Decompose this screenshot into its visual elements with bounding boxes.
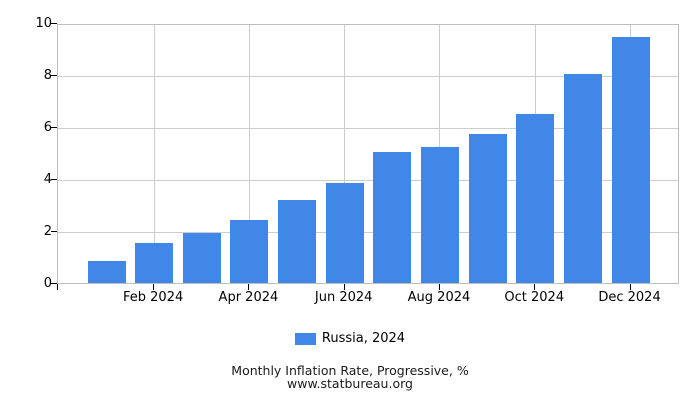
x-axis-label-oct-2024: Oct 2024 (504, 290, 565, 305)
bar-aug-2024 (420, 147, 459, 283)
y-gridline-8 (58, 76, 678, 77)
y-tick-10 (51, 23, 57, 24)
x-tick-jun-2024 (343, 284, 345, 290)
y-tick-8 (51, 75, 57, 76)
chart-source: www.statbureau.org (287, 376, 413, 391)
y-axis-label-0: 0 (43, 276, 52, 291)
bar-may-2024 (278, 199, 317, 283)
y-tick-4 (51, 179, 57, 180)
bar-jun-2024 (325, 182, 364, 283)
bar-oct-2024 (516, 113, 555, 283)
x-tick-origin (57, 284, 58, 290)
legend: Russia, 2024 (0, 332, 700, 346)
y-axis-label-2: 2 (43, 224, 52, 239)
x-gridline-feb-2024 (153, 25, 155, 283)
legend-label: Russia, 2024 (321, 331, 406, 346)
bar-nov-2024 (563, 74, 602, 283)
x-tick-aug-2024 (438, 284, 440, 290)
x-axis-label-apr-2024: Apr 2024 (218, 290, 279, 305)
x-tick-feb-2024 (153, 284, 155, 290)
x-gridline-jun-2024 (344, 25, 346, 283)
x-tick-apr-2024 (248, 284, 250, 290)
x-axis-label-aug-2024: Aug 2024 (407, 290, 471, 305)
y-gridline-6 (58, 128, 678, 129)
y-tick-2 (51, 231, 57, 232)
legend-swatch (294, 333, 316, 345)
bar-jul-2024 (373, 152, 412, 283)
y-axis-label-8: 8 (43, 68, 52, 83)
bar-sep-2024 (468, 133, 507, 283)
y-axis-label-6: 6 (43, 120, 52, 135)
plot-area (57, 24, 679, 284)
y-tick-6 (51, 127, 57, 128)
x-axis-label-feb-2024: Feb 2024 (123, 290, 184, 305)
x-tick-dec-2024 (629, 284, 631, 290)
bar-mar-2024 (182, 232, 221, 283)
x-axis-label-jun-2024: Jun 2024 (314, 290, 373, 305)
x-axis-label-dec-2024: Dec 2024 (598, 290, 661, 305)
y-tick-0 (51, 283, 57, 284)
y-gridline-2 (58, 232, 678, 233)
y-gridline-4 (58, 180, 678, 181)
bar-jan-2024 (87, 260, 126, 283)
y-axis-label-4: 4 (43, 172, 52, 187)
y-axis-label-10: 10 (35, 16, 52, 31)
chart-title: Monthly Inflation Rate, Progressive, % (231, 363, 469, 378)
x-tick-oct-2024 (534, 284, 536, 290)
bar-feb-2024 (135, 243, 174, 283)
bar-dec-2024 (611, 37, 650, 283)
bar-apr-2024 (230, 219, 269, 283)
x-gridline-apr-2024 (248, 25, 250, 283)
